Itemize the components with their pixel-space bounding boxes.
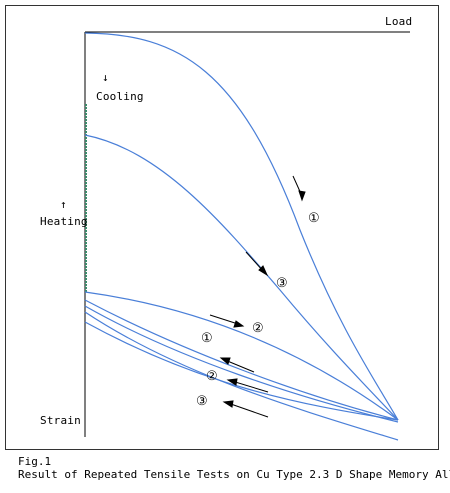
arrow-return-2: [231, 380, 269, 393]
strain-axis-label: Strain: [40, 414, 81, 427]
arrow-head-2: [233, 320, 245, 328]
cycle-mark-2-load: ②: [252, 321, 264, 336]
cycle-mark-1-load: ①: [308, 211, 320, 226]
curve-unload-2: [84, 305, 399, 423]
curve-load-3: [84, 134, 399, 421]
chart-frame: [5, 5, 439, 450]
arrow-head-r2: [226, 378, 238, 386]
curve-load-1: [84, 32, 399, 421]
cooling-label: Cooling: [96, 90, 144, 103]
heating-arrow: ↑: [60, 198, 67, 211]
arrow-head-r3: [222, 400, 234, 408]
cycle-mark-1-unload: ①: [201, 331, 213, 346]
figure-caption: Result of Repeated Tensile Tests on Cu T…: [18, 468, 450, 481]
direction-arrows: [209, 175, 306, 418]
arrow-head-3: [258, 265, 269, 277]
cycle-mark-3-load: ③: [276, 276, 288, 291]
curves-group: [84, 32, 399, 441]
curve-return-2: [84, 321, 399, 421]
arrow-cycle-2: [209, 314, 239, 325]
load-axis-label: Load: [385, 15, 413, 28]
cooling-arrow: ↓: [102, 71, 109, 84]
curve-unload-1: [84, 299, 399, 421]
arrow-head-1: [298, 190, 306, 202]
curve-load-2: [84, 291, 399, 421]
arrow-head-r1: [219, 357, 231, 365]
arrow-return-1: [224, 359, 255, 373]
arrow-return-3: [227, 402, 269, 418]
heating-label: Heating: [40, 215, 88, 228]
cycle-mark-2-unload: ②: [206, 369, 218, 384]
cycle-mark-3-unload: ③: [196, 394, 208, 409]
figure-number: Fig.1: [18, 455, 52, 468]
curve-unload-3: [84, 311, 399, 441]
